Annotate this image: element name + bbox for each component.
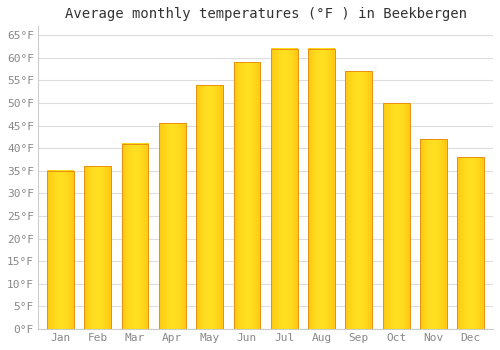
Bar — [84, 166, 111, 329]
Bar — [271, 49, 297, 329]
Bar — [234, 62, 260, 329]
Bar — [458, 157, 484, 329]
Bar — [47, 171, 74, 329]
Bar — [196, 85, 223, 329]
Bar — [159, 124, 186, 329]
Bar — [346, 71, 372, 329]
Title: Average monthly temperatures (°F ) in Beekbergen: Average monthly temperatures (°F ) in Be… — [64, 7, 466, 21]
Bar — [122, 144, 148, 329]
Bar — [308, 49, 335, 329]
Bar — [382, 103, 409, 329]
Bar — [420, 139, 447, 329]
